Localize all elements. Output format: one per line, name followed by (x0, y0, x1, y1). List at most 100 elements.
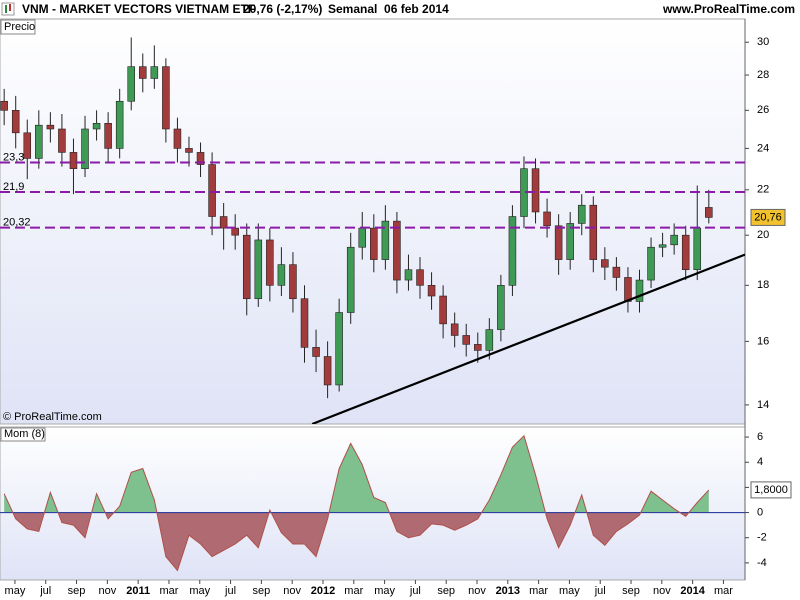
candle-body (150, 66, 159, 79)
x-tick-label: nov (283, 585, 301, 597)
x-tick-label: sep (68, 585, 86, 597)
x-tick-label: nov (468, 585, 486, 597)
candle-body (346, 246, 355, 313)
header-icon (1, 2, 15, 16)
mom-line (3, 434, 710, 572)
candle-body (381, 220, 390, 260)
x-tick-label: may (374, 585, 395, 597)
candle-body (450, 323, 459, 336)
candle-body (104, 123, 112, 149)
y-tick-label: 4 (757, 456, 763, 468)
candle-body (589, 204, 598, 260)
candles (0, 37, 745, 424)
y-tick-label: 16 (757, 335, 769, 347)
y-tick-label: -4 (757, 557, 767, 569)
candle-body (231, 227, 239, 236)
y-tick-label: 22 (757, 184, 769, 196)
candle-body (531, 168, 540, 213)
candle-body (427, 285, 436, 297)
candle-body (416, 269, 424, 286)
price-panel-title: Precio (4, 21, 35, 33)
trend-line (311, 253, 745, 424)
last-price-label: 20,76 (754, 211, 782, 223)
y-tick-label: 28 (757, 69, 769, 81)
header-bar (0, 0, 800, 18)
x-tick-label: nov (653, 585, 671, 597)
x-tick-label: sep (252, 585, 270, 597)
level-label: 21,9 (3, 181, 24, 193)
candle-body (35, 124, 43, 159)
header-period: Semanal 06 feb 2014 (328, 2, 449, 16)
candle-body (705, 207, 713, 218)
candle-body (0, 100, 8, 111)
candle-body (254, 239, 263, 300)
candle-body (497, 285, 505, 330)
x-tick-label: may (559, 585, 580, 597)
candle-body (323, 356, 332, 386)
candle-body (81, 128, 89, 169)
candle-body (601, 259, 609, 268)
price-panel (0, 18, 746, 425)
candle-body (196, 152, 205, 165)
x-tick-label: may (5, 585, 26, 597)
candle-body (681, 234, 690, 271)
candle-body (58, 128, 66, 153)
candle-body (92, 123, 101, 130)
panel-label-box (0, 19, 36, 35)
candle-body (670, 234, 678, 246)
candle-body (577, 204, 586, 224)
mom-area-positive (4, 435, 709, 513)
candle-body (46, 124, 55, 130)
candle-body (185, 148, 193, 153)
candle-body (647, 246, 655, 281)
y-tick-label: 24 (757, 142, 769, 154)
x-tick-label: mar (344, 585, 363, 597)
level-label: 23,3 (3, 151, 24, 163)
candle-body (404, 269, 413, 281)
candle-body (508, 216, 517, 286)
x-tick-label: may (189, 585, 210, 597)
candle-body (393, 220, 401, 281)
candle-body (162, 66, 170, 130)
x-tick-label: 2012 (311, 585, 335, 597)
y-tick-label: 6 (757, 431, 763, 443)
candle-body (11, 110, 20, 134)
x-tick-label: sep (437, 585, 455, 597)
candle-body (173, 128, 182, 149)
candle-body (693, 227, 702, 271)
y-tick-label: 14 (757, 399, 769, 411)
header-site: www.ProRealTime.com (662, 2, 795, 16)
candle-body (208, 164, 216, 217)
candle-body (624, 277, 632, 302)
x-tick-label: jul (594, 585, 606, 597)
y-tick-label: 0 (757, 506, 763, 518)
candle-body (635, 279, 644, 302)
mom-panel-title: Mom (8) (4, 428, 45, 440)
x-tick-label: nov (98, 585, 116, 597)
x-tick-label: jul (39, 585, 51, 597)
panel-label-box (0, 427, 46, 442)
x-tick-label: 2011 (126, 585, 150, 597)
candle-body (127, 66, 135, 102)
candle-body (485, 329, 494, 351)
x-tick-label: 2014 (680, 585, 705, 597)
candle-body (300, 298, 309, 348)
candle-body (277, 264, 286, 286)
y-tick-label: -2 (757, 532, 767, 544)
x-tick-label: jul (224, 585, 236, 597)
x-tick-label: mar (529, 585, 548, 597)
y-tick-label: 30 (757, 36, 769, 48)
candle-body (658, 244, 667, 248)
candle-body (139, 66, 147, 79)
candle-body (543, 211, 551, 227)
last-mom-label: 1,8000 (754, 484, 788, 496)
header-change: 20,76 (-2,17%) (243, 2, 322, 16)
y-tick-label: 26 (757, 104, 769, 116)
candle-body (266, 239, 274, 286)
header-symbol: VNM - MARKET VECTORS VIETNAM ETF (22, 2, 255, 16)
candle-body (474, 344, 482, 351)
candle-body (219, 216, 228, 229)
candle-body (370, 227, 378, 260)
last-price-tag (750, 208, 786, 226)
